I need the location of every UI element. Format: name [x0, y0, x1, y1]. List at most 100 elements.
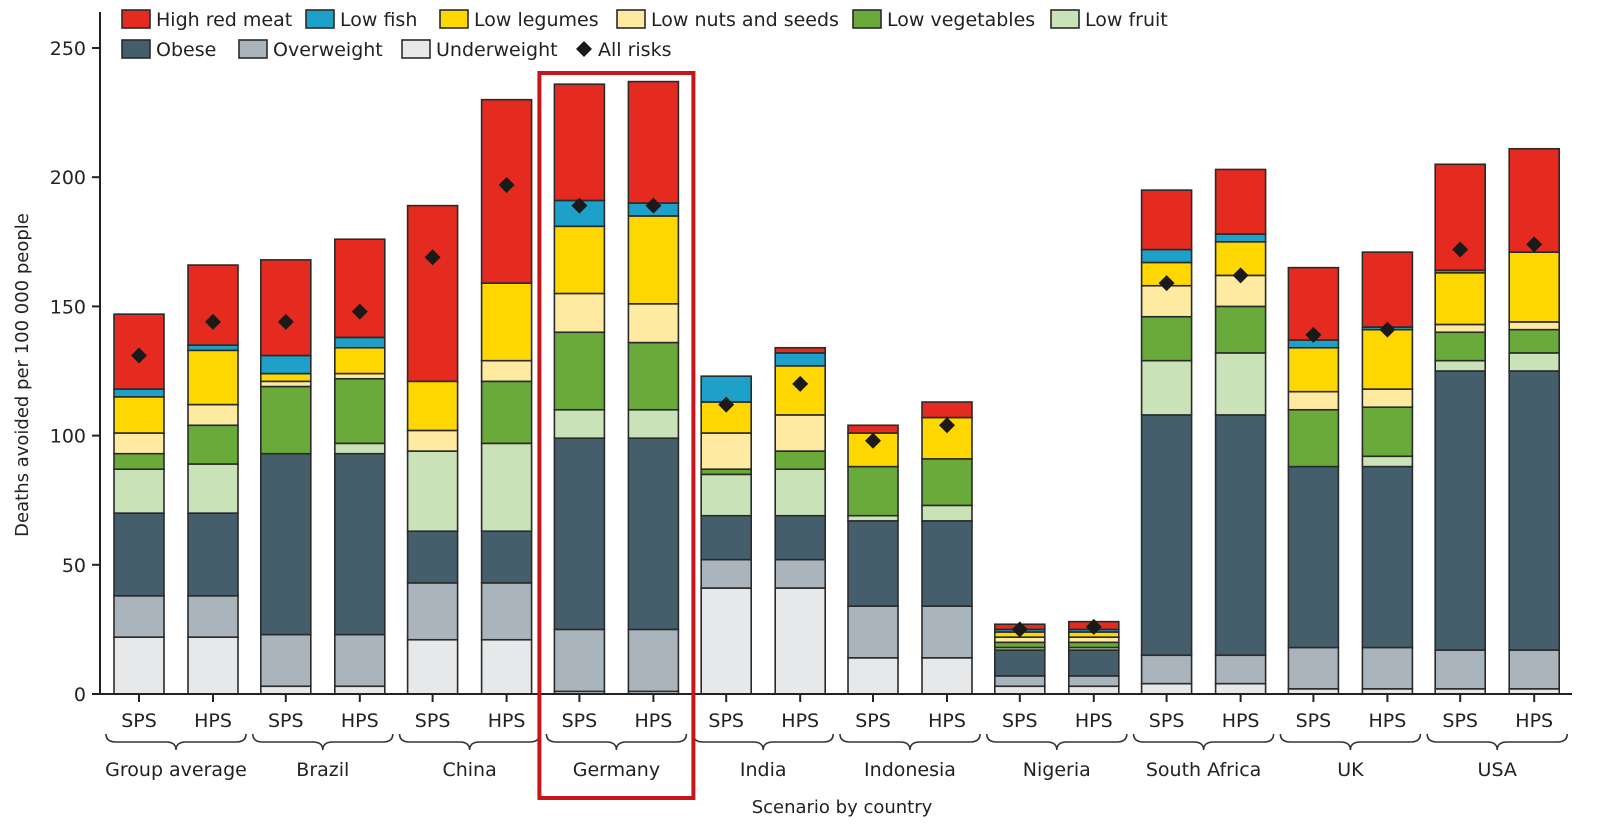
bar-segment-low-legumes — [627, 215, 680, 305]
bar-segment-low-nuts-and-seeds — [774, 414, 827, 452]
bar-segment-low-fruit — [1361, 455, 1414, 468]
legend-label: Low fruit — [1085, 9, 1168, 31]
bar-segment-high-red-meat — [1140, 189, 1193, 251]
all-risks-marker — [424, 249, 441, 266]
group-label-india: India — [740, 759, 787, 781]
bar-segment-low-fruit — [1214, 352, 1267, 416]
bar-segment-obese — [1434, 370, 1486, 651]
bar-segment-low-nuts-and-seeds — [553, 292, 606, 334]
all-risks-marker — [571, 197, 588, 214]
group-label-group-average: Group average — [105, 759, 247, 781]
bar-segment-obese — [187, 512, 239, 597]
bar-segment-low-vegetables — [1214, 305, 1267, 354]
bar-segment-low-legumes — [480, 282, 533, 362]
bar-segment-low-nuts-and-seeds — [1361, 388, 1414, 408]
legend-item-low-fish: Low fish — [305, 9, 417, 31]
bar-segment-obese — [1140, 414, 1193, 657]
x-tick-label: HPS — [1515, 710, 1553, 732]
bar-segment-low-nuts-and-seeds — [113, 432, 165, 455]
bar-1-hps — [187, 264, 239, 695]
legend-swatch — [439, 9, 469, 29]
bar-segment-low-fruit — [700, 473, 753, 517]
bar-segment-overweight — [1508, 649, 1560, 690]
all-risks-marker — [205, 313, 221, 330]
x-tick-label: SPS — [415, 710, 451, 732]
all-risks-marker — [1085, 618, 1102, 635]
y-tick-label: 0 — [74, 684, 86, 706]
x-tick-label: SPS — [1442, 710, 1478, 732]
legend-swatch — [1050, 9, 1080, 29]
legend-item-low-fruit: Low fruit — [1050, 9, 1168, 31]
bar-segment-low-legumes — [1361, 328, 1414, 390]
bar-segment-high-red-meat — [627, 80, 680, 204]
bar-10-sps — [847, 424, 899, 695]
y-tick-label: 50 — [62, 555, 86, 577]
group-label-china: China — [442, 759, 496, 781]
bars — [113, 80, 1560, 695]
germany-highlight-box — [537, 71, 696, 800]
x-tick-label: SPS — [855, 710, 891, 732]
bar-segment-low-legumes — [1434, 272, 1486, 326]
bar-segment-low-nuts-and-seeds — [627, 303, 680, 344]
bar-segment-low-vegetables — [627, 341, 680, 411]
bar-segment-high-red-meat — [921, 401, 973, 419]
bar-15-hps — [1214, 168, 1267, 695]
bar-19-hps — [1508, 147, 1560, 695]
legend-swatch — [121, 39, 151, 59]
bar-segment-low-vegetables — [187, 424, 239, 465]
bar-segment-low-vegetables — [553, 331, 606, 411]
bar-11-hps — [921, 401, 973, 695]
bar-segment-low-nuts-and-seeds — [1287, 390, 1340, 411]
bar-segment-low-fruit — [774, 468, 827, 517]
bar-segment-obese — [480, 530, 533, 584]
y-tick-label: 150 — [50, 296, 86, 318]
bar-segment-underweight — [113, 636, 165, 695]
bar-segment-high-red-meat — [847, 424, 899, 434]
all-risks-marker — [277, 313, 294, 330]
bar-segment-obese — [847, 520, 899, 607]
group-label-nigeria: Nigeria — [1023, 759, 1091, 781]
legend-label: Obese — [156, 39, 216, 61]
all-risks-marker — [718, 396, 735, 413]
bar-8-sps — [700, 375, 753, 695]
group-brace — [1279, 733, 1422, 751]
bar-segment-obese — [993, 649, 1046, 677]
bar-segment-overweight — [1287, 646, 1340, 690]
x-tick-label: SPS — [1296, 710, 1332, 732]
bar-segment-overweight — [113, 595, 165, 638]
bar-segment-high-red-meat — [259, 259, 312, 357]
legend-label: All risks — [598, 39, 672, 61]
bar-segment-low-nuts-and-seeds — [1508, 321, 1560, 331]
x-tick-label: HPS — [1222, 710, 1260, 732]
bar-segment-overweight — [1434, 649, 1486, 690]
legend-item-low-nuts-and-seeds: Low nuts and seeds — [616, 9, 839, 31]
x-tick-label: HPS — [634, 710, 672, 732]
bar-segment-low-legumes — [406, 380, 459, 432]
bar-segment-obese — [1361, 465, 1414, 649]
bar-4-sps — [406, 204, 459, 695]
legend-label: High red meat — [156, 9, 292, 31]
legend-swatch — [852, 9, 882, 29]
bar-14-sps — [1140, 189, 1193, 695]
bar-segment-underweight — [480, 638, 533, 695]
bar-segment-low-nuts-and-seeds — [480, 359, 533, 383]
bar-segment-low-legumes — [1508, 251, 1560, 323]
all-risks-marker — [498, 176, 515, 193]
group-brace — [398, 733, 541, 751]
y-tick-label: 200 — [50, 167, 86, 189]
x-tick-label: HPS — [341, 710, 379, 732]
bar-segment-low-vegetables — [1434, 331, 1486, 362]
bar-segment-overweight — [1361, 646, 1414, 690]
bar-segment-obese — [406, 530, 459, 584]
bar-segment-obese — [1508, 370, 1560, 651]
x-tick-label: SPS — [708, 710, 744, 732]
group-brace — [105, 733, 247, 751]
bar-segment-obese — [553, 437, 606, 631]
bar-segment-overweight — [993, 675, 1046, 688]
bar-segment-low-vegetables — [333, 377, 386, 445]
bar-segment-obese — [333, 452, 386, 636]
bar-segment-low-fruit — [627, 408, 680, 439]
legend-label: Overweight — [273, 39, 383, 61]
all-risks-marker — [1305, 326, 1322, 343]
